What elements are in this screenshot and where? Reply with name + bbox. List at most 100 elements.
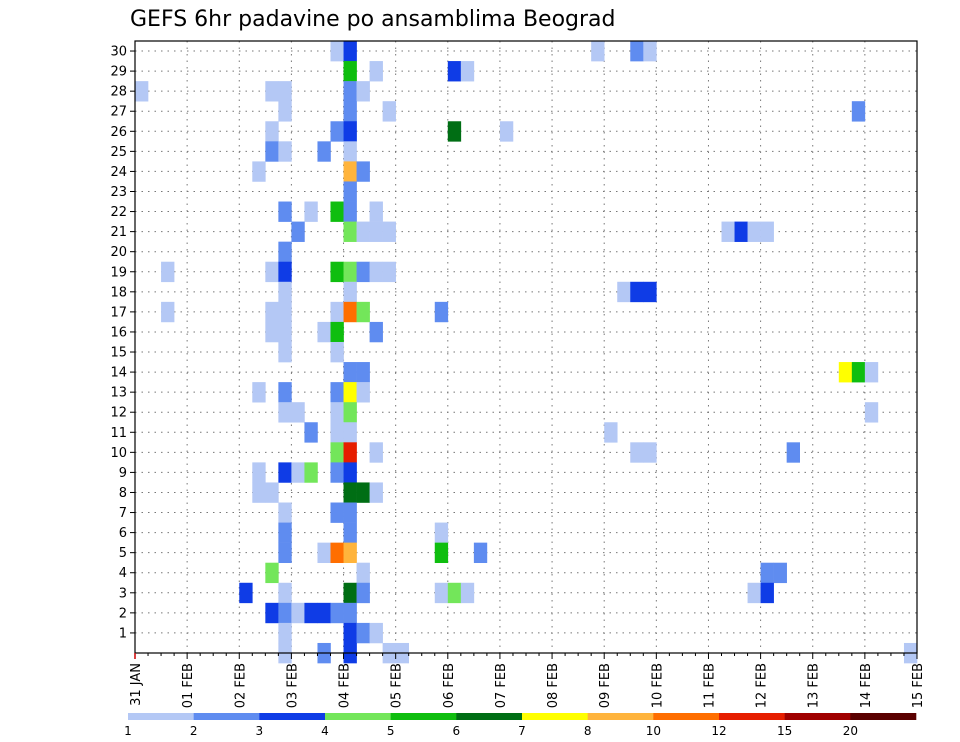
- heatmap-cell: [278, 602, 292, 624]
- heatmap-cell: [330, 121, 344, 142]
- heatmap-cell: [265, 121, 279, 142]
- y-tick-label: 28: [110, 85, 127, 100]
- heatmap-cell: [278, 81, 292, 102]
- heatmap-cell: [343, 161, 357, 182]
- heatmap-cell: [330, 382, 344, 403]
- heatmap-cell: [278, 141, 292, 162]
- heatmap-cell: [304, 602, 318, 624]
- heatmap-cell: [252, 161, 266, 182]
- legend-swatch: [128, 713, 194, 720]
- y-tick-label: 9: [119, 466, 127, 481]
- heatmap-cell: [382, 101, 396, 122]
- heatmap-cell: [278, 622, 292, 644]
- y-tick-label: 4: [119, 566, 127, 581]
- heatmap-cell: [343, 462, 357, 483]
- heatmap-cell: [434, 582, 449, 604]
- legend-swatch: [325, 713, 391, 720]
- heatmap-cell: [330, 201, 344, 222]
- heatmap-cell: [369, 61, 383, 82]
- heatmap-cell: [343, 522, 357, 543]
- legend-label: 10: [646, 724, 661, 738]
- heatmap-cell: [343, 402, 357, 423]
- heatmap-cell: [499, 121, 514, 142]
- y-tick-label: 29: [110, 65, 127, 80]
- legend-label: 3: [256, 724, 264, 738]
- heatmap-cell: [343, 121, 357, 142]
- heatmap-cell: [278, 542, 292, 564]
- heatmap-cell: [721, 221, 735, 242]
- heatmap-cell: [239, 582, 253, 604]
- y-tick-label: 6: [119, 526, 127, 541]
- heatmap-cell: [343, 221, 357, 242]
- y-tick-label: 1: [119, 626, 127, 641]
- heatmap-cell: [317, 542, 331, 564]
- heatmap-cell: [851, 362, 866, 383]
- heatmap-cell: [330, 442, 344, 463]
- chart-title: GEFS 6hr padavine po ansamblima Beograd: [130, 7, 616, 32]
- heatmap-cell: [135, 81, 149, 102]
- legend-label: 7: [518, 724, 526, 738]
- x-tick-label: 07 FEB: [494, 663, 509, 708]
- heatmap-cell: [851, 101, 866, 122]
- heatmap-cell: [343, 281, 357, 303]
- y-tick-label: 15: [110, 346, 127, 361]
- y-tick-label: 26: [110, 125, 127, 140]
- heatmap-cell: [864, 402, 879, 423]
- heatmap-cell: [278, 341, 292, 363]
- heatmap-cell: [252, 482, 266, 503]
- heatmap-cell: [304, 422, 318, 443]
- y-tick-label: 21: [110, 225, 127, 240]
- y-tick-label: 27: [110, 105, 127, 120]
- heatmap-cell: [434, 522, 449, 543]
- heatmap-cell: [265, 562, 279, 584]
- heatmap-cell: [356, 362, 370, 383]
- y-tick-label: 13: [110, 386, 127, 401]
- grid: [134, 41, 918, 653]
- legend-label: 1: [124, 724, 132, 738]
- heatmap-cell: [643, 281, 657, 303]
- heatmap-cell: [356, 161, 370, 182]
- y-tick-label: 12: [110, 406, 127, 421]
- heatmap-cell: [734, 221, 748, 242]
- heatmap-cell: [330, 301, 344, 323]
- heatmap-cell: [278, 502, 292, 523]
- heatmap-cell: [304, 462, 318, 483]
- heatmap-cell: [278, 281, 292, 303]
- heatmap-cell: [265, 321, 279, 343]
- heatmap-cell: [278, 321, 292, 343]
- heatmap-cell: [330, 462, 344, 483]
- heatmap-cell: [265, 301, 279, 323]
- y-tick-label: 16: [110, 325, 127, 340]
- y-tick-label: 7: [119, 506, 127, 521]
- heatmap-cell: [343, 362, 357, 383]
- y-tick-label: 22: [110, 205, 127, 220]
- legend-swatch: [784, 713, 851, 720]
- heatmap-cell: [356, 562, 370, 584]
- legend-label: 15: [777, 724, 792, 738]
- legend-swatch: [259, 713, 326, 720]
- x-tick-label: 15 FEB: [911, 663, 926, 708]
- x-tick-label: 02 FEB: [233, 663, 248, 708]
- y-tick-label: 23: [110, 185, 127, 200]
- heatmap-cell: [252, 462, 266, 483]
- x-tick-label: 01 FEB: [181, 663, 196, 708]
- legend-swatch: [719, 713, 785, 720]
- heatmap-cell: [760, 562, 774, 584]
- heatmap-cell: [317, 602, 331, 624]
- heatmap-cell: [356, 81, 370, 102]
- heatmap-cell: [343, 81, 357, 102]
- heatmap-cell: [356, 582, 370, 604]
- heatmap-cell: [304, 201, 318, 222]
- x-tick-label: 13 FEB: [807, 663, 822, 708]
- heatmap-cell: [278, 382, 292, 403]
- y-tick-label: 18: [110, 285, 127, 300]
- legend-swatch: [193, 713, 260, 720]
- heatmap-cell: [317, 141, 331, 162]
- legend-label: 6: [453, 724, 461, 738]
- heatmap-cell: [278, 301, 292, 323]
- x-tick-label: 06 FEB: [442, 663, 457, 708]
- heatmap-cell: [291, 602, 305, 624]
- heatmap-cell: [278, 261, 292, 283]
- legend-label: 5: [387, 724, 395, 738]
